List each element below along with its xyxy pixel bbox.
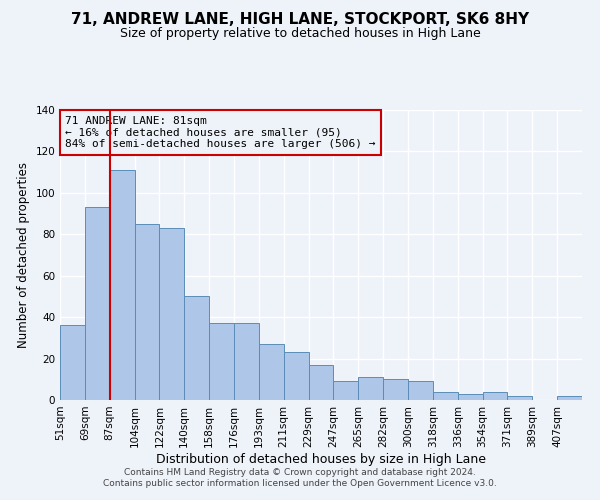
X-axis label: Distribution of detached houses by size in High Lane: Distribution of detached houses by size … <box>156 452 486 466</box>
Text: Size of property relative to detached houses in High Lane: Size of property relative to detached ho… <box>119 28 481 40</box>
Bar <box>433 392 458 400</box>
Text: Contains HM Land Registry data © Crown copyright and database right 2024.
Contai: Contains HM Land Registry data © Crown c… <box>103 468 497 487</box>
Bar <box>134 224 160 400</box>
Bar <box>308 365 334 400</box>
Bar <box>110 170 134 400</box>
Bar <box>358 377 383 400</box>
Bar <box>284 352 308 400</box>
Bar <box>85 208 110 400</box>
Bar <box>160 228 184 400</box>
Bar <box>60 326 85 400</box>
Bar <box>234 324 259 400</box>
Bar <box>408 382 433 400</box>
Bar <box>334 382 358 400</box>
Bar <box>557 396 582 400</box>
Y-axis label: Number of detached properties: Number of detached properties <box>17 162 30 348</box>
Bar <box>259 344 284 400</box>
Bar <box>458 394 482 400</box>
Bar <box>209 324 234 400</box>
Text: 71, ANDREW LANE, HIGH LANE, STOCKPORT, SK6 8HY: 71, ANDREW LANE, HIGH LANE, STOCKPORT, S… <box>71 12 529 28</box>
Text: 71 ANDREW LANE: 81sqm
← 16% of detached houses are smaller (95)
84% of semi-deta: 71 ANDREW LANE: 81sqm ← 16% of detached … <box>65 116 376 149</box>
Bar <box>184 296 209 400</box>
Bar <box>383 380 408 400</box>
Bar <box>482 392 508 400</box>
Bar <box>508 396 532 400</box>
